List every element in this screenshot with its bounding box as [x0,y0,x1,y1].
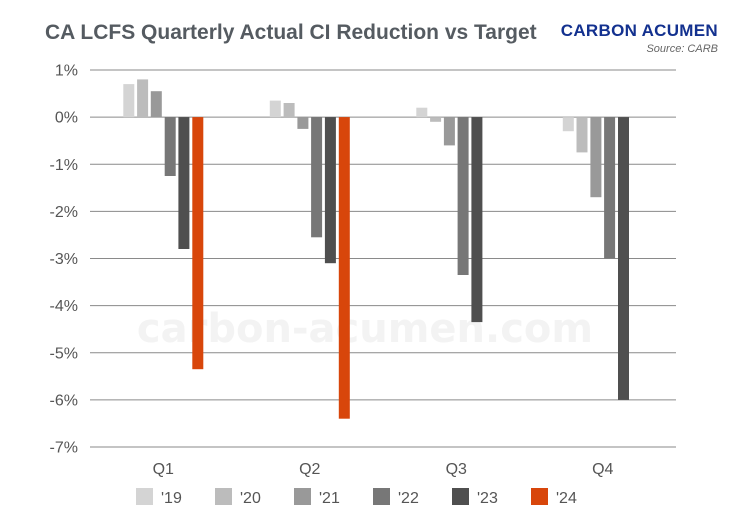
legend-label: '20 [240,490,261,507]
bar-q2-21 [297,117,309,129]
legend-label: '24 [556,490,577,507]
y-tick-label: -6% [50,392,78,409]
bar-q1-21 [150,91,162,118]
y-tick-label: -3% [50,251,78,268]
axis-labels: 1% 0% -1% -2% -3% -4% -5% -6% -7% Q1 Q2 Q3 Q4 [50,63,614,479]
bar-q1-20 [137,79,149,118]
brand-block: CARBON ACUMEN Source: CARB [561,21,718,55]
legend-swatch [215,488,232,505]
legend-swatch [452,488,469,505]
watermark-text: carbon-acumen.com [137,306,593,352]
bar-q2-23 [324,117,336,264]
bar-q3-23 [471,117,483,323]
bar-q1-23 [178,117,190,249]
legend-label: '21 [319,490,340,507]
y-tick-label: -1% [50,157,78,174]
legend-label: '22 [398,490,419,507]
legend: '19 '20 '21 '22 '23 '24 [136,488,577,507]
source-note: Source: CARB [646,43,718,55]
bar-q3-19 [416,107,428,118]
bar-q4-21 [590,117,602,198]
bar-q3-22 [457,117,469,275]
x-category-label: Q2 [299,461,320,478]
y-tick-label: 0% [55,110,78,127]
bar-q2-24 [338,117,350,419]
bar-q3-21 [443,117,455,146]
bar-q3-20 [430,117,442,122]
bar-q1-24 [192,117,204,370]
bar-q4-22 [604,117,616,259]
legend-swatch [136,488,153,505]
y-tick-label: -4% [50,298,78,315]
legend-swatch [531,488,548,505]
bar-q1-22 [164,117,176,176]
y-tick-label: -7% [50,440,78,457]
legend-label: '19 [161,490,182,507]
y-tick-label: -2% [50,204,78,221]
legend-label: '23 [477,490,498,507]
legend-swatch [294,488,311,505]
bar-q2-20 [283,103,295,118]
x-category-label: Q4 [592,461,613,478]
gridlines [90,69,676,448]
y-tick-label: -5% [50,345,78,362]
brand-logo: CARBON ACUMEN [560,21,718,40]
bar-q2-22 [311,117,323,238]
bar-q2-19 [269,100,281,118]
x-category-label: Q1 [153,461,174,478]
chart-title: CA LCFS Quarterly Actual CI Reduction vs… [45,21,537,44]
bar-q4-20 [576,117,588,153]
bars [123,79,629,419]
bar-q4-19 [562,117,574,132]
x-category-label: Q3 [446,461,467,478]
bar-q1-19 [123,84,135,118]
bar-q4-23 [618,117,629,400]
legend-swatch [373,488,390,505]
y-tick-label: 1% [55,63,78,80]
